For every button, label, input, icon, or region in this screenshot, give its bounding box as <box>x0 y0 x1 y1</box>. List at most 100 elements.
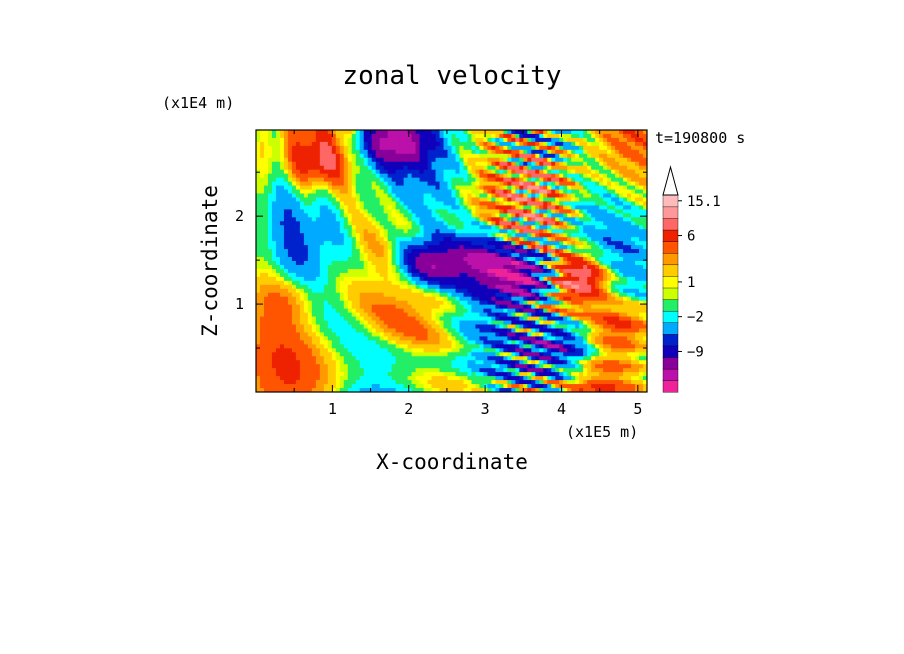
field-cell <box>451 149 457 155</box>
field-cell <box>427 209 433 214</box>
field-cell <box>507 272 512 278</box>
field-cell <box>559 328 564 334</box>
field-cell <box>467 245 473 250</box>
field-cell <box>439 276 445 282</box>
field-cell <box>443 268 449 274</box>
field-cell <box>379 304 385 310</box>
field-cell <box>427 324 433 330</box>
field-cell <box>539 153 544 159</box>
field-cell <box>587 209 592 214</box>
field-cell <box>411 296 417 302</box>
field-cell <box>587 149 592 155</box>
field-cell <box>463 328 469 334</box>
field-cell <box>367 249 373 254</box>
field-cell <box>595 312 600 318</box>
field-cell <box>355 268 361 274</box>
field-cell <box>419 149 425 155</box>
field-cell <box>587 221 592 226</box>
field-cell <box>611 253 616 258</box>
field-cell <box>643 133 647 139</box>
field-cell <box>287 217 293 222</box>
field-cell <box>475 217 481 222</box>
field-cell <box>499 324 504 330</box>
field-cell <box>563 169 568 175</box>
field-cell <box>383 253 389 258</box>
field-cell <box>483 276 489 282</box>
field-cell <box>287 221 293 226</box>
field-cell <box>407 133 413 139</box>
field-cell <box>371 153 377 159</box>
field-cell <box>527 137 532 143</box>
field-cell <box>387 280 393 286</box>
field-cell <box>595 284 600 290</box>
field-cell <box>387 272 393 278</box>
field-cell <box>271 268 277 274</box>
field-cell <box>583 324 588 330</box>
field-cell <box>431 221 437 226</box>
field-cell <box>607 169 612 175</box>
field-cell <box>439 300 445 306</box>
field-cell <box>283 137 289 143</box>
field-cell <box>527 320 532 326</box>
field-cell <box>347 173 353 179</box>
field-cell <box>275 276 281 282</box>
field-cell <box>443 245 449 250</box>
field-cell <box>515 276 520 282</box>
field-cell <box>491 173 496 179</box>
field-cell <box>543 225 548 230</box>
field-cell <box>623 161 628 167</box>
field-cell <box>575 161 580 167</box>
field-cell <box>407 130 413 135</box>
field-cell <box>339 133 345 139</box>
field-cell <box>451 185 457 191</box>
field-cell <box>567 320 572 326</box>
field-cell <box>463 153 469 159</box>
field-cell <box>603 284 608 290</box>
field-cell <box>431 141 437 147</box>
field-cell <box>327 245 333 250</box>
field-cell <box>511 320 516 326</box>
field-cell <box>547 272 552 278</box>
field-cell <box>399 268 405 274</box>
field-cell <box>431 328 437 334</box>
field-cell <box>259 213 265 218</box>
field-cell <box>411 217 417 222</box>
field-cell <box>475 213 481 218</box>
field-cell <box>603 233 608 238</box>
field-cell <box>351 241 357 246</box>
field-cell <box>579 272 584 278</box>
field-cell <box>631 308 636 314</box>
field-cell <box>639 261 644 266</box>
field-cell <box>511 264 516 270</box>
field-cell <box>615 241 620 246</box>
field-cell <box>555 276 560 282</box>
field-cell <box>439 292 445 298</box>
field-cell <box>543 245 548 250</box>
field-cell <box>359 169 365 175</box>
field-cell <box>563 165 568 171</box>
field-cell <box>483 328 489 334</box>
field-cell <box>523 264 528 270</box>
field-cell <box>515 296 520 302</box>
field-cell <box>411 304 417 310</box>
field-cell <box>343 249 349 254</box>
field-cell <box>271 225 277 230</box>
field-cell <box>367 308 373 314</box>
field-cell <box>543 241 548 246</box>
field-cell <box>639 173 644 179</box>
field-cell <box>479 149 485 155</box>
field-cell <box>491 161 496 167</box>
field-cell <box>363 149 369 155</box>
field-cell <box>507 261 512 266</box>
field-cell <box>331 284 337 290</box>
field-cell <box>639 288 644 294</box>
field-cell <box>363 141 369 147</box>
field-cell <box>331 137 337 143</box>
field-cell <box>571 165 576 171</box>
field-cell <box>595 165 600 171</box>
field-cell <box>539 233 544 238</box>
field-cell <box>503 130 508 135</box>
field-cell <box>539 308 544 314</box>
field-cell <box>435 209 441 214</box>
field-cell <box>631 185 636 191</box>
